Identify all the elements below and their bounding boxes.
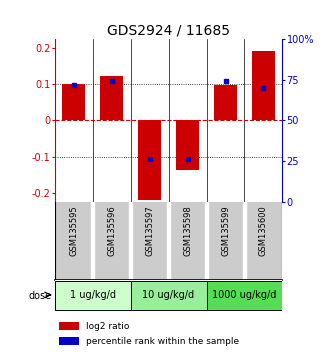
Bar — [167, 202, 170, 280]
Title: GDS2924 / 11685: GDS2924 / 11685 — [107, 24, 230, 38]
Text: GSM135596: GSM135596 — [107, 206, 116, 256]
Bar — [91, 202, 94, 280]
Text: 1000 ug/kg/d: 1000 ug/kg/d — [212, 290, 277, 300]
Text: GSM135598: GSM135598 — [183, 206, 192, 256]
Bar — [59, 322, 79, 330]
Text: GSM135595: GSM135595 — [69, 206, 78, 256]
Bar — [100, 76, 123, 120]
Bar — [59, 337, 79, 345]
Bar — [138, 120, 161, 200]
Text: GSM135600: GSM135600 — [259, 206, 268, 256]
Bar — [176, 120, 199, 170]
Text: 10 ug/kg/d: 10 ug/kg/d — [143, 290, 195, 300]
Bar — [252, 51, 275, 120]
Text: percentile rank within the sample: percentile rank within the sample — [86, 337, 239, 346]
Bar — [205, 202, 208, 280]
Bar — [214, 85, 237, 120]
FancyBboxPatch shape — [55, 281, 131, 310]
Bar — [129, 202, 132, 280]
FancyBboxPatch shape — [131, 281, 206, 310]
Bar — [62, 84, 85, 120]
Text: dose: dose — [28, 291, 51, 301]
Text: GSM135597: GSM135597 — [145, 206, 154, 256]
Bar — [243, 202, 246, 280]
Text: 1 ug/kg/d: 1 ug/kg/d — [70, 290, 116, 300]
FancyBboxPatch shape — [206, 281, 282, 310]
Text: GSM135599: GSM135599 — [221, 206, 230, 256]
Text: log2 ratio: log2 ratio — [86, 322, 129, 331]
